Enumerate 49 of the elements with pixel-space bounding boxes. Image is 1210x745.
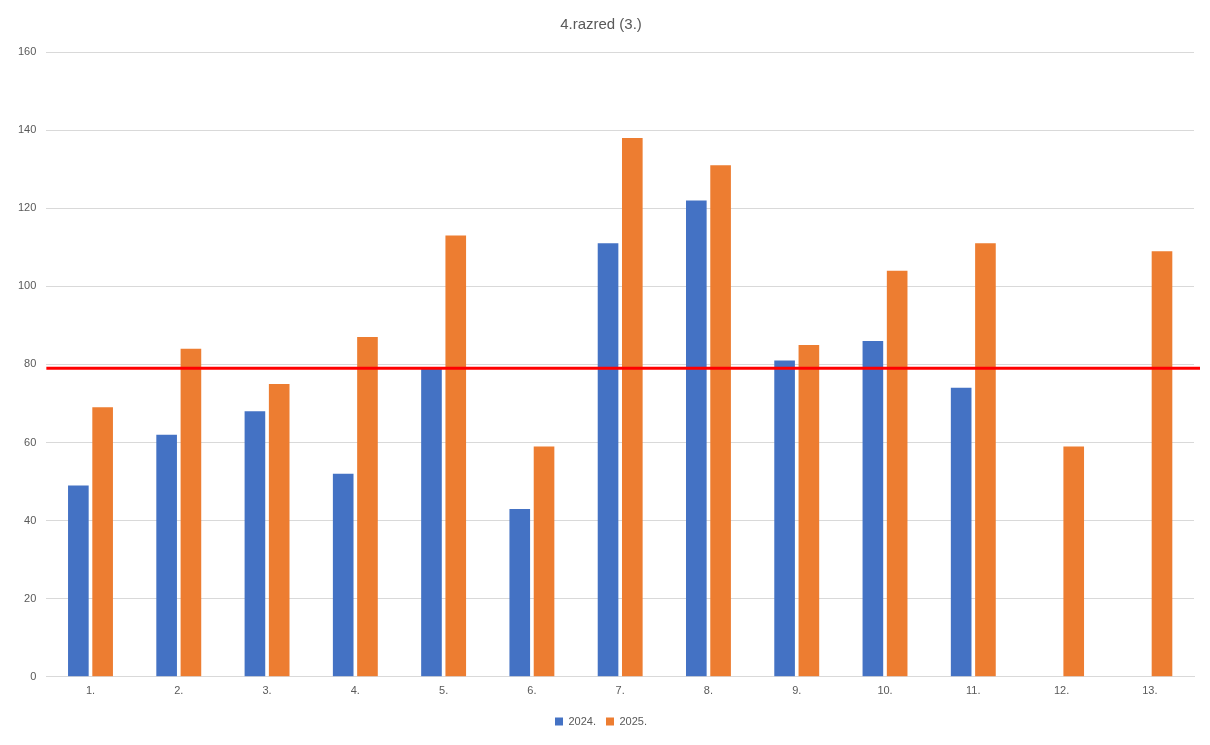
bar <box>975 243 996 677</box>
bar <box>686 200 707 677</box>
bar <box>68 485 89 677</box>
bar <box>445 235 467 677</box>
bar <box>622 137 643 677</box>
y-tick-label: 160 <box>17 45 37 58</box>
legend-label: 2024. <box>568 714 596 727</box>
bar <box>421 368 442 677</box>
y-tick-label: 40 <box>24 513 37 526</box>
bar <box>509 508 531 677</box>
bar <box>798 344 820 677</box>
bar <box>533 446 555 677</box>
y-tick-label: 140 <box>17 123 37 136</box>
y-tick-label: 120 <box>17 201 37 214</box>
x-tick-label: 1. <box>85 684 96 697</box>
bar <box>92 407 113 677</box>
bar <box>244 411 266 677</box>
y-tick-label: 20 <box>24 591 37 604</box>
y-tick-label: 60 <box>24 435 37 448</box>
x-tick-label: 11. <box>966 684 981 697</box>
bar <box>1063 446 1085 677</box>
x-tick-label: 3. <box>262 684 272 697</box>
bar <box>710 165 731 677</box>
x-tick-label: 13. <box>1142 684 1158 697</box>
bar <box>156 434 177 677</box>
x-tick-label: 2. <box>174 684 184 697</box>
x-tick-label: 9. <box>792 684 802 697</box>
x-tick-label: 7. <box>615 684 625 697</box>
bar <box>774 360 795 677</box>
bar <box>862 340 884 677</box>
x-tick-label: 4. <box>350 684 360 697</box>
y-tick-label: 80 <box>24 357 37 370</box>
bar <box>950 387 972 677</box>
bar <box>886 270 908 677</box>
bar <box>268 383 290 677</box>
bar <box>597 243 619 677</box>
legend-label: 2025. <box>619 714 648 727</box>
y-tick-label: 100 <box>17 279 37 292</box>
x-tick-label: 12. <box>1053 684 1070 697</box>
chart-title: 4.razred (3.) <box>560 15 642 33</box>
bar <box>180 348 202 677</box>
bar <box>332 473 354 677</box>
bar <box>1151 251 1173 677</box>
x-tick-label: 5. <box>439 684 449 697</box>
x-tick-label: 10. <box>877 684 893 697</box>
y-tick-label: 0 <box>30 669 37 682</box>
bar <box>357 337 378 677</box>
x-tick-label: 6. <box>527 684 537 697</box>
x-tick-label: 8. <box>703 684 714 697</box>
